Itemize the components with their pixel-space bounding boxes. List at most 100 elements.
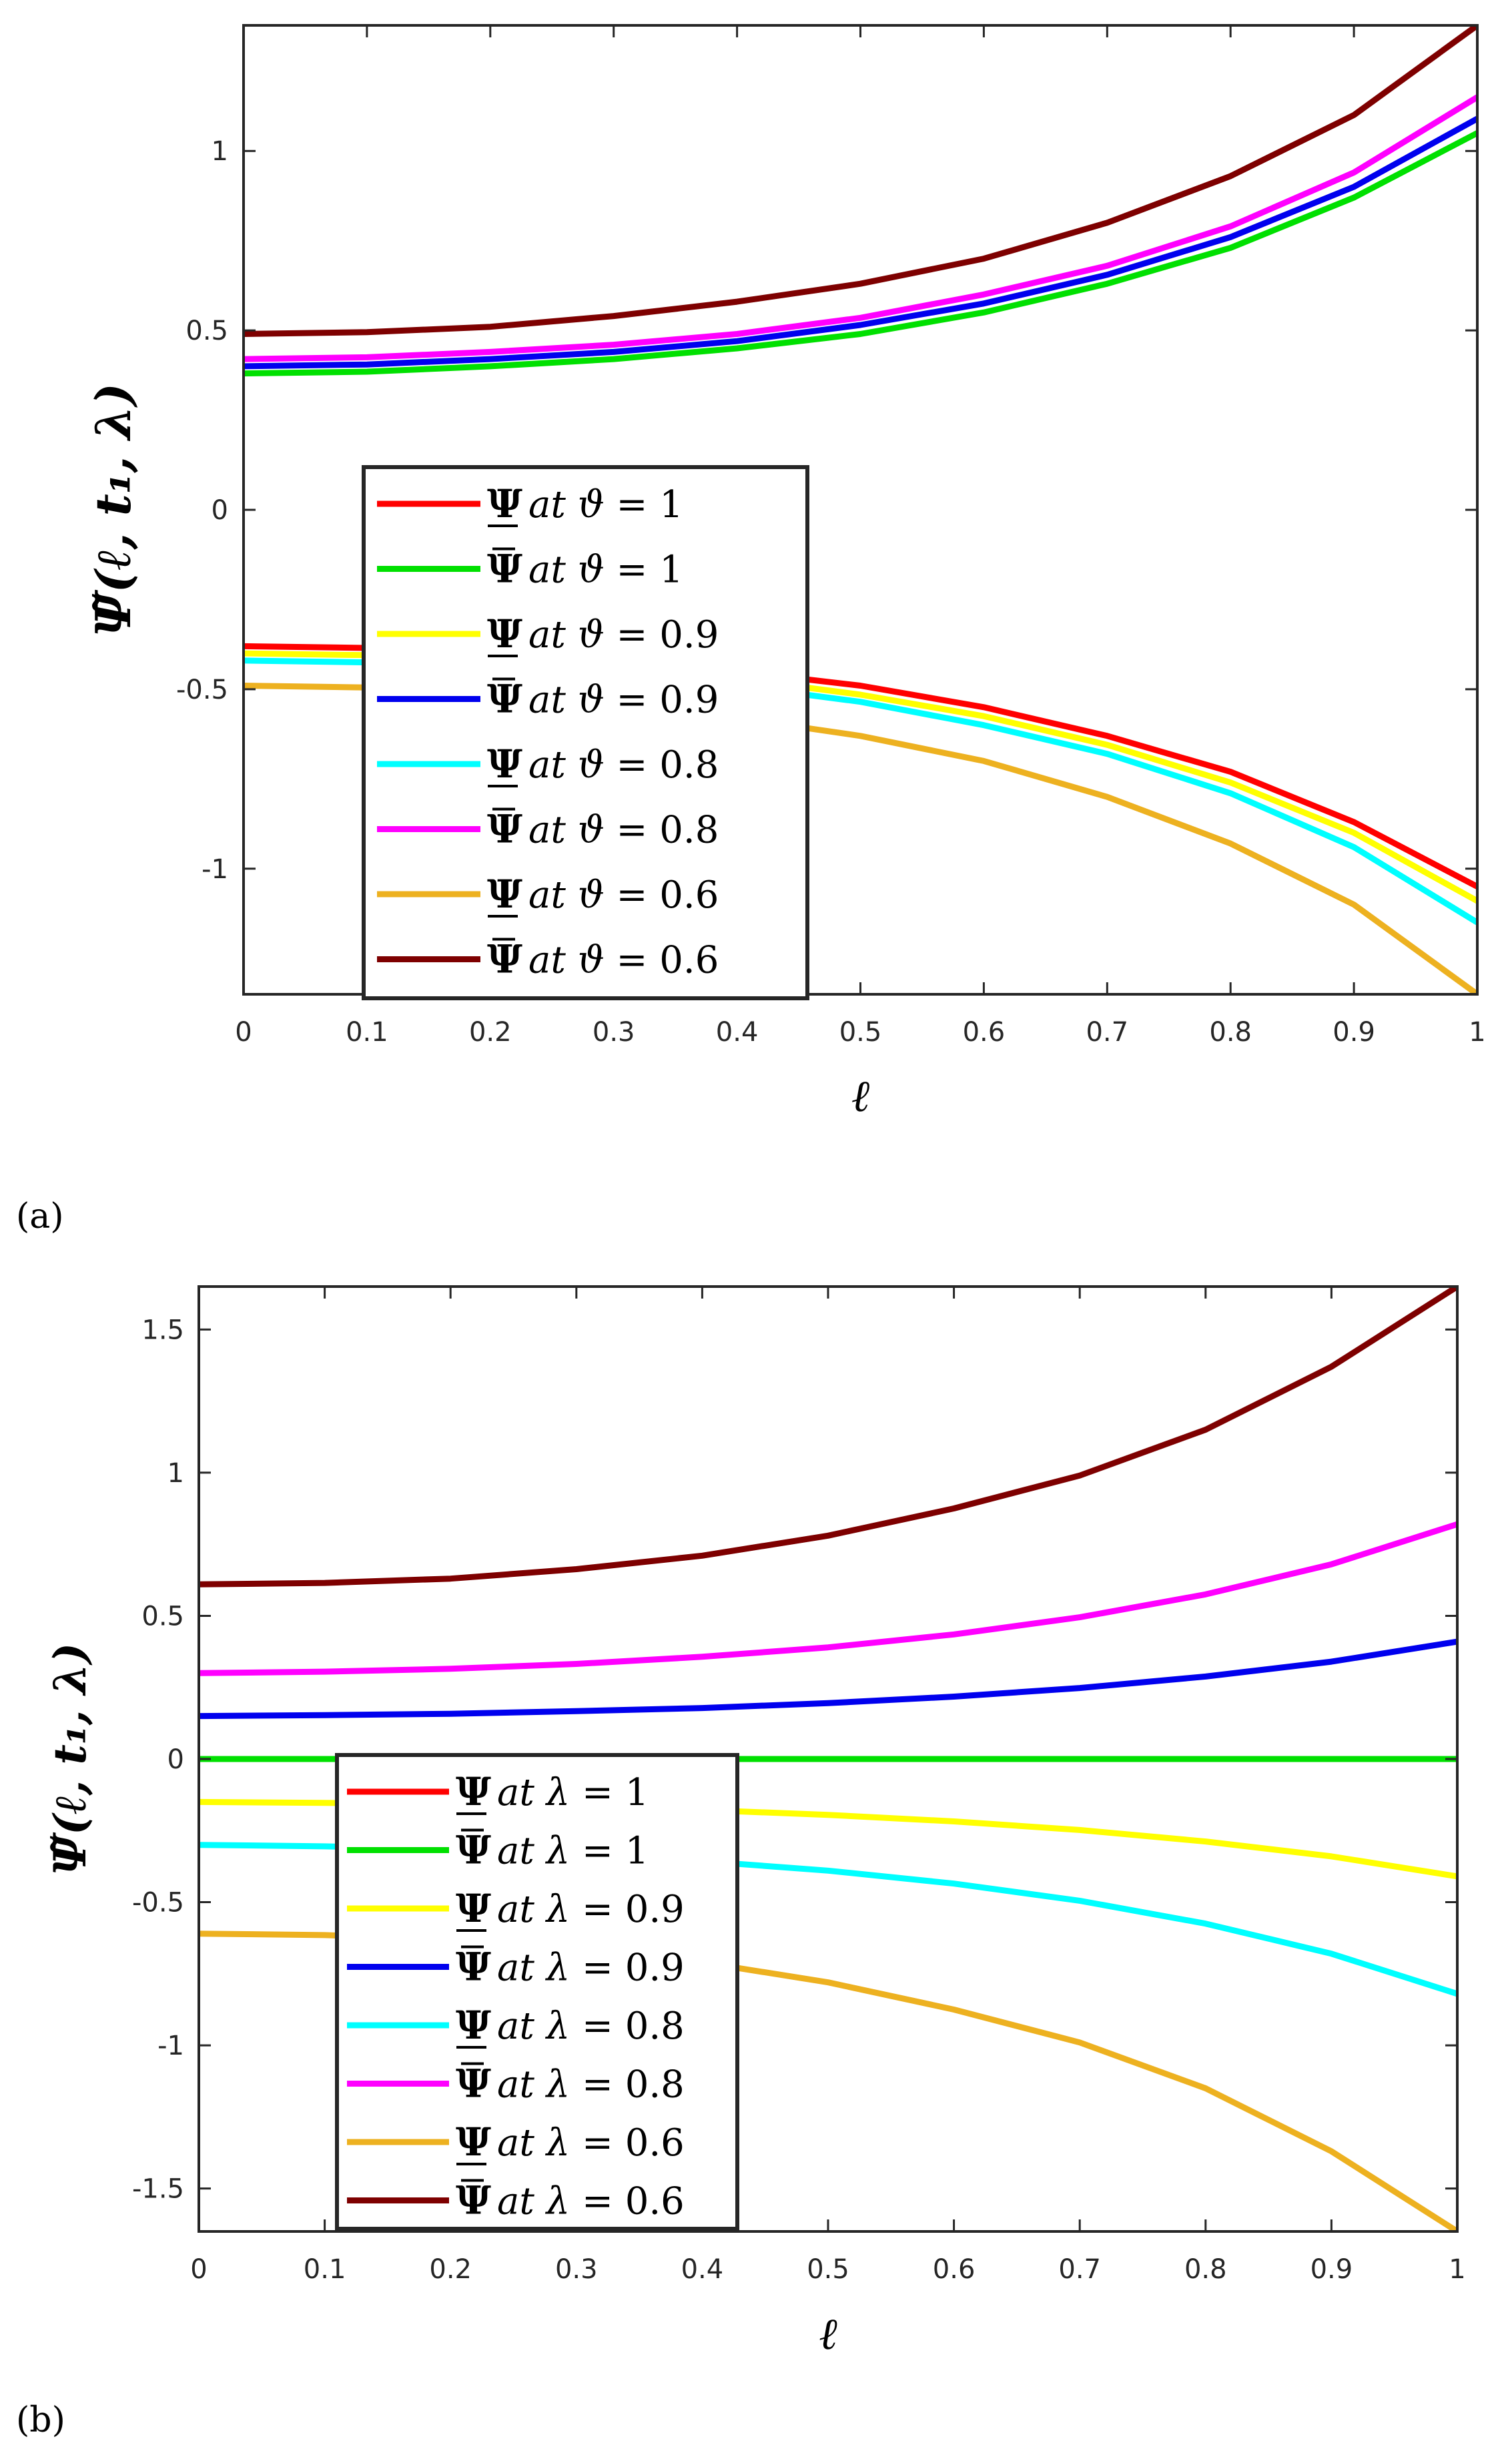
- series-line-3: [244, 115, 1477, 370]
- y-tick-label: 0: [167, 1744, 184, 1775]
- legend-symbol: Ψ: [456, 1886, 491, 1931]
- legend-label: at ϑ = 1: [528, 483, 683, 527]
- legend-label: at λ = 1: [497, 1771, 649, 1814]
- x-tick-label: 0.1: [304, 2254, 346, 2285]
- series-line-5: [244, 94, 1477, 362]
- x-tick-label: 0: [235, 1017, 252, 1048]
- x-tick-label: 0.7: [1086, 1017, 1128, 1048]
- x-axis-label: ℓ: [819, 2308, 837, 2360]
- y-tick-label: -1: [157, 2031, 184, 2061]
- y-tick-label: -1.5: [132, 2174, 184, 2205]
- legend-label: at λ = 0.6: [497, 2180, 685, 2223]
- legend-label: at ϑ = 0.9: [528, 613, 719, 657]
- y-tick-label: -0.5: [132, 1888, 184, 1918]
- legend-symbol: Ψ: [487, 741, 522, 787]
- chart-panel-b: 0 0.1 0.2 0.3 0.4 0.5 0.6 0.7 0.8 0.9 1 1.5 1 0.5 0 -0.…: [16, 1285, 1466, 2440]
- series-line-1: [244, 130, 1477, 377]
- x-tick-label: 0.3: [593, 1017, 635, 1048]
- legend-label: at λ = 0.6: [497, 2121, 685, 2165]
- x-tick-label: 1: [1469, 1017, 1485, 1048]
- legend-label: at ϑ = 0.8: [528, 743, 719, 787]
- legend-symbol: Ψ: [487, 871, 522, 917]
- legend-symbol: Ψ: [456, 1828, 491, 1873]
- x-tick-label: 0.3: [555, 2254, 598, 2285]
- x-tick-label: 0.6: [963, 1017, 1006, 1048]
- y-tick-label: -1: [202, 854, 228, 885]
- legend-symbol: Ψ: [456, 2119, 491, 2165]
- x-tick-label: 0: [190, 2254, 207, 2285]
- x-tick-label: 0.6: [933, 2254, 976, 2285]
- panel-label: (a): [16, 1196, 64, 1237]
- x-tick-label: 0.7: [1058, 2254, 1101, 2285]
- legend-label: at λ = 0.9: [497, 1888, 685, 1931]
- x-tick-label: 0.1: [346, 1017, 388, 1048]
- legend-label: at λ = 1: [497, 1830, 649, 1873]
- x-tick-label: 0.8: [1184, 2254, 1227, 2285]
- panel-label: (b): [16, 2400, 65, 2440]
- legend-label: at ϑ = 1: [528, 549, 683, 592]
- x-tick-label: 0.8: [1209, 1017, 1252, 1048]
- legend-symbol: Ψ: [456, 1769, 491, 1814]
- y-tick-label: 1: [212, 136, 228, 167]
- legend-label: at ϑ = 0.6: [528, 939, 719, 982]
- chart-panel-a: 0 0.1 0.2 0.3 0.4 0.5 0.6 0.7 0.8 0.9 1 1 0.5 0 -0.5 -1…: [16, 24, 1486, 1237]
- x-tick-label: 1: [1449, 2254, 1465, 2285]
- x-tick-label: 0.5: [807, 2254, 849, 2285]
- y-tick-label: 1.5: [141, 1315, 184, 1345]
- x-tick-label: 0.5: [839, 1017, 882, 1048]
- legend-box: [362, 465, 809, 1000]
- series-line-5: [199, 1521, 1457, 1676]
- legend-symbol: Ψ: [487, 547, 522, 592]
- series-line-7: [244, 25, 1477, 337]
- x-tick-label: 0.9: [1310, 2254, 1353, 2285]
- legend-symbol: Ψ: [487, 481, 522, 527]
- y-axis-label: Ψ̃(ℓ, t₁, λ): [44, 1643, 96, 1876]
- y-tick-label: 1: [167, 1458, 184, 1489]
- x-tick-label: 0.4: [716, 1017, 759, 1048]
- legend-symbol: Ψ: [487, 677, 522, 722]
- legend-label: at ϑ = 0.6: [528, 873, 719, 917]
- y-axis-label: Ψ̃(ℓ, t₁, λ): [85, 383, 141, 637]
- series-line-3: [199, 1638, 1457, 1720]
- legend-label: at ϑ = 0.8: [528, 809, 719, 852]
- legend-symbol: Ψ: [487, 807, 522, 852]
- x-tick-label: 0.2: [429, 2254, 472, 2285]
- legend-label: at λ = 0.9: [497, 1947, 685, 1990]
- y-tick-label: 0: [212, 495, 228, 526]
- y-tick-label: 0.5: [185, 316, 228, 346]
- series-line-7: [199, 1287, 1457, 1588]
- y-tick-label: 0.5: [141, 1601, 184, 1632]
- x-tick-label: 0.9: [1333, 1017, 1375, 1048]
- legend-box: [335, 1753, 739, 2231]
- x-tick-label: 0.2: [469, 1017, 512, 1048]
- y-tick-label: -0.5: [176, 675, 228, 705]
- legend-label: at λ = 0.8: [497, 2005, 685, 2048]
- legend-symbol: Ψ: [456, 2061, 491, 2107]
- x-tick-label: 0.4: [681, 2254, 724, 2285]
- legend-symbol: Ψ: [456, 2003, 491, 2048]
- legend-label: at ϑ = 0.9: [528, 679, 719, 722]
- x-axis-label: ℓ: [851, 1070, 870, 1122]
- legend-symbol: Ψ: [487, 611, 522, 657]
- legend-symbol: Ψ: [487, 937, 522, 982]
- legend-symbol: Ψ: [456, 2178, 491, 2223]
